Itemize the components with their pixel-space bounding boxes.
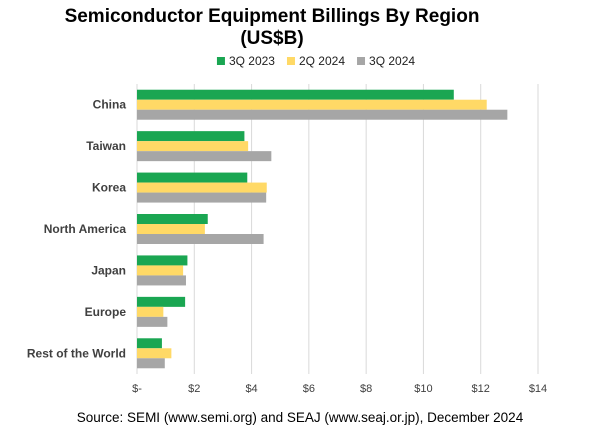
legend-swatch [216,57,225,65]
bar-north-america-3q-2023 [137,214,208,224]
bar-japan-3q-2023 [137,255,188,266]
bar-china-3q-2023 [137,89,454,100]
bar-europe-3q-2024 [137,316,168,327]
category-label: China [93,98,127,112]
legend-label: 3Q 2024 [369,54,415,68]
legend-label: 3Q 2023 [229,54,275,68]
chart-title-line-1: Semiconductor Equipment Billings By Regi… [65,6,480,27]
x-tick-label: $10 [414,383,432,395]
x-tick-label: $4 [245,383,257,395]
bar-china-2q-2024 [137,99,487,110]
bar-rest-of-the-world-2q-2024 [137,348,172,359]
x-tick-label: $12 [472,383,490,395]
x-tick-label: $- [132,383,142,395]
bar-north-america-2q-2024 [137,224,205,234]
legend-label: 2Q 2024 [299,54,345,68]
bar-taiwan-2q-2024 [137,141,249,152]
source-note: Source: SEMI (www.semi.org) and SEAJ (ww… [77,410,524,425]
legend-swatch [357,57,366,65]
bar-taiwan-3q-2024 [137,151,272,162]
legend-swatch [286,57,295,65]
category-label: Europe [85,305,127,319]
bar-rest-of-the-world-3q-2024 [137,358,165,369]
bar-rest-of-the-world-3q-2023 [137,338,162,349]
x-tick-label: $14 [529,383,547,395]
bar-japan-2q-2024 [137,265,184,276]
category-label: North America [44,222,127,236]
x-tick-label: $2 [188,383,200,395]
bar-korea-2q-2024 [137,182,267,193]
category-label: Taiwan [86,139,126,153]
legend: 3Q 2023 2Q 2024 3Q 2024 [216,54,415,68]
bar-china-3q-2024 [137,109,508,120]
bars [137,89,508,369]
x-tick-label: $8 [360,383,372,395]
bar-japan-3q-2024 [137,275,186,286]
bar-korea-3q-2024 [137,192,267,203]
category-labels: China Taiwan Korea North America Japan Europe… [27,98,126,361]
bar-europe-2q-2024 [137,306,164,317]
bar-europe-3q-2023 [137,296,186,307]
chart-title-line-2: (US$B) [240,28,303,49]
bar-korea-3q-2023 [137,172,248,183]
category-label: Japan [91,263,126,277]
x-axis-tick-labels: $- $2 $4 $6 $8 $10 $12 $14 [132,383,547,395]
x-tick-label: $6 [303,383,315,395]
category-label: Korea [92,181,126,195]
bar-taiwan-3q-2023 [137,131,245,142]
bar-north-america-3q-2024 [137,234,264,244]
category-label: Rest of the World [27,346,126,360]
